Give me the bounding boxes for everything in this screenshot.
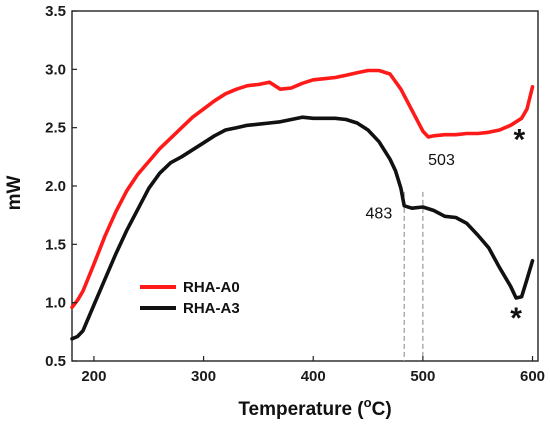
legend-label-rha-a3: RHA-A3 [183, 300, 240, 317]
y-tick-label: 0.5 [45, 353, 66, 370]
series-line-rha-a0 [70, 68, 535, 310]
x-axis-title: Temperature (oC) [238, 395, 391, 420]
x-axis-title-main: Temperature ( [238, 399, 364, 420]
x-tick-label: 400 [301, 368, 326, 385]
y-tick-label: 3.5 [45, 3, 66, 20]
asterisk-marker-rha-a0: * [514, 124, 526, 157]
ticks-layer: 200 300 400 500 600 0.5 1.0 1.5 2.0 2.5 3.0 3.5 [45, 3, 545, 385]
reference-lines [403, 191, 424, 361]
y-tick-label: 2.0 [45, 178, 66, 195]
x-tick-label: 600 [520, 368, 545, 385]
annotation-503: 503 [428, 152, 455, 169]
series-layer [70, 68, 535, 341]
x-tick-label: 200 [81, 368, 106, 385]
y-axis-title: mW [4, 176, 25, 211]
legend-label-rha-a0: RHA-A0 [183, 279, 240, 296]
x-axis-title-unit: C) [372, 399, 392, 420]
x-tick-label: 500 [410, 368, 435, 385]
asterisk-marker-rha-a3: * [510, 302, 522, 335]
y-tick-label: 2.5 [45, 120, 66, 137]
x-tick-label: 300 [191, 368, 216, 385]
y-tick-label: 1.5 [45, 236, 66, 253]
legend: RHA-A0 RHA-A3 [140, 279, 240, 317]
annotation-483: 483 [366, 206, 393, 223]
x-axis-title-degree: o [364, 395, 372, 410]
series-line-rha-a3 [70, 115, 535, 341]
y-tick-label: 3.0 [45, 61, 66, 78]
annotations-layer: 483 503 * * [366, 124, 526, 335]
y-tick-label: 1.0 [45, 295, 66, 312]
